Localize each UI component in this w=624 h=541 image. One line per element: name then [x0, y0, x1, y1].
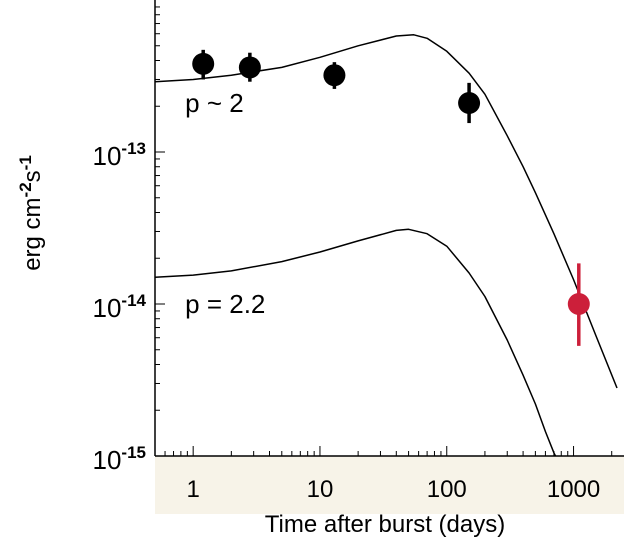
y-axis-title-mid: s	[19, 170, 46, 182]
data-point	[567, 263, 590, 346]
data-points	[192, 49, 590, 346]
y-tick-label: 10-14	[93, 291, 147, 323]
data-marker	[238, 56, 261, 79]
y-axis-title-exp2: -1	[16, 155, 35, 170]
axes	[154, 0, 624, 457]
data-marker	[323, 64, 346, 87]
y-tick-label-exp: -15	[121, 443, 146, 462]
model-curve	[154, 228, 557, 457]
y-tick-label-exp: -14	[121, 291, 146, 310]
data-point	[323, 62, 346, 89]
x-axis-title: Time after burst (days)	[265, 511, 506, 538]
x-axis-band	[155, 456, 624, 514]
x-ticks: 1 10 100 1000	[154, 446, 613, 503]
x-tick-label: 1000	[547, 476, 600, 503]
x-tick-label: 100	[427, 476, 467, 503]
y-axis-title-exp1: -2	[16, 182, 35, 197]
y-axis-title-base: erg cm	[19, 197, 46, 270]
curve-label: p ~ 2	[185, 88, 244, 118]
x-tick-label: 10	[307, 476, 334, 503]
y-tick-label-base: 10	[93, 141, 122, 171]
data-marker	[192, 52, 215, 75]
model-curves	[154, 34, 618, 457]
curve-labels: p ~ 2 p = 2.2	[185, 88, 265, 319]
x-tick-label: 1	[186, 476, 199, 503]
y-tick-label-base: 10	[93, 293, 122, 323]
data-marker	[458, 92, 481, 115]
y-tick-label-base: 10	[93, 445, 122, 475]
y-tick-label: 10-15	[93, 443, 147, 475]
data-marker	[567, 293, 590, 315]
data-point	[192, 49, 215, 80]
curve-label: p = 2.2	[185, 289, 265, 319]
data-point	[238, 52, 261, 82]
data-point	[458, 82, 481, 124]
model-curve	[154, 34, 618, 389]
y-tick-label: 10-13	[93, 139, 147, 171]
y-axis-title: erg cm-2s-1	[16, 155, 46, 271]
y-tick-label-exp: -13	[121, 139, 146, 158]
